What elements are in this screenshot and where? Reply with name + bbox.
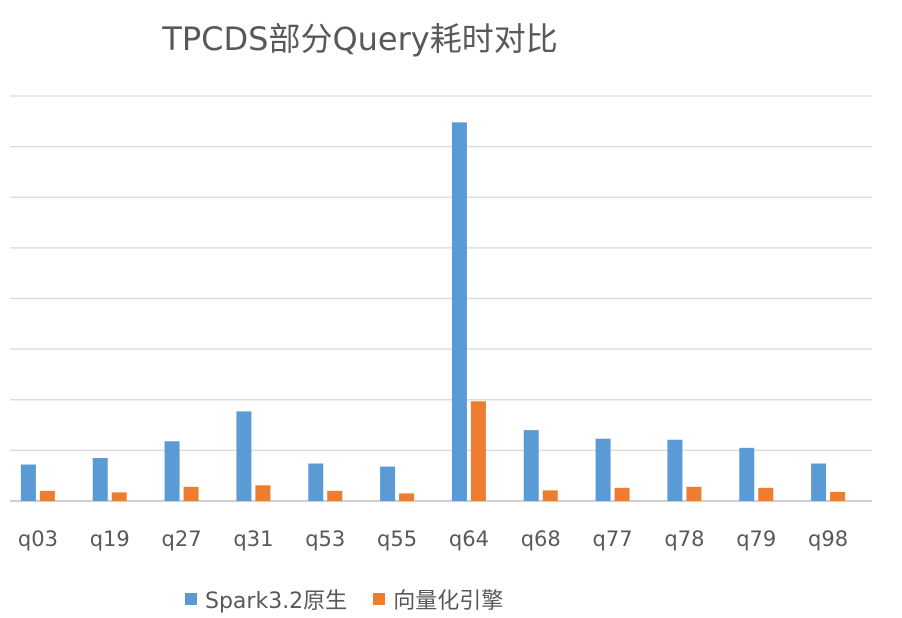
x-tick-label: q27: [162, 527, 202, 551]
bar-series-1-q77: [614, 487, 630, 501]
bar-series-0-q53: [308, 463, 324, 501]
x-tick-label: q55: [377, 527, 417, 551]
legend-item-series-0: Spark3.2原生: [185, 583, 347, 615]
bar-series-1-q79: [758, 487, 774, 501]
bar-series-1-q53: [327, 490, 343, 501]
bar-series-0-q31: [236, 411, 252, 501]
bar-series-0-q64: [451, 122, 467, 501]
x-tick-label: q68: [521, 527, 561, 551]
x-tick-label: q64: [449, 527, 489, 551]
x-tick-label: q03: [18, 527, 58, 551]
bar-series-0-q77: [595, 438, 611, 501]
x-tick-label: q98: [808, 527, 848, 551]
chart-title: TPCDS部分Query耗时对比: [162, 20, 558, 58]
x-tick-label: q77: [593, 527, 633, 551]
bar-series-1-q19: [111, 492, 127, 501]
bar-series-0-q68: [523, 430, 539, 501]
legend-item-series-1: 向量化引擎: [373, 583, 503, 615]
bar-series-1-q03: [39, 490, 55, 501]
bar-series-0-q55: [380, 466, 396, 501]
bar-series-1-q27: [183, 486, 199, 501]
bar-series-1-q55: [399, 493, 415, 501]
bar-series-0-q03: [20, 464, 36, 501]
bar-series-1-q31: [255, 485, 271, 501]
x-tick-label: q53: [305, 527, 345, 551]
bar-series-1-q64: [470, 401, 486, 501]
legend: Spark3.2原生 向量化引擎: [185, 583, 529, 615]
bar-series-0-q19: [92, 457, 108, 501]
bar-series-0-q27: [164, 441, 180, 501]
x-tick-label: q78: [664, 527, 704, 551]
bar-series-0-q98: [811, 463, 827, 501]
legend-label-series-0: Spark3.2原生: [205, 589, 348, 614]
legend-swatch-series-0: [185, 593, 197, 605]
bar-series-0-q79: [739, 447, 755, 501]
bar-series-0-q78: [667, 439, 683, 501]
legend-label-series-1: 向量化引擎: [393, 589, 504, 614]
x-tick-label: q31: [233, 527, 273, 551]
legend-swatch-series-1: [373, 593, 386, 605]
bar-series-1-q78: [686, 486, 702, 501]
x-tick-label: q79: [736, 527, 776, 551]
bar-series-1-q98: [830, 491, 846, 501]
bar-series-1-q68: [542, 490, 558, 501]
x-tick-label: q19: [90, 527, 130, 551]
